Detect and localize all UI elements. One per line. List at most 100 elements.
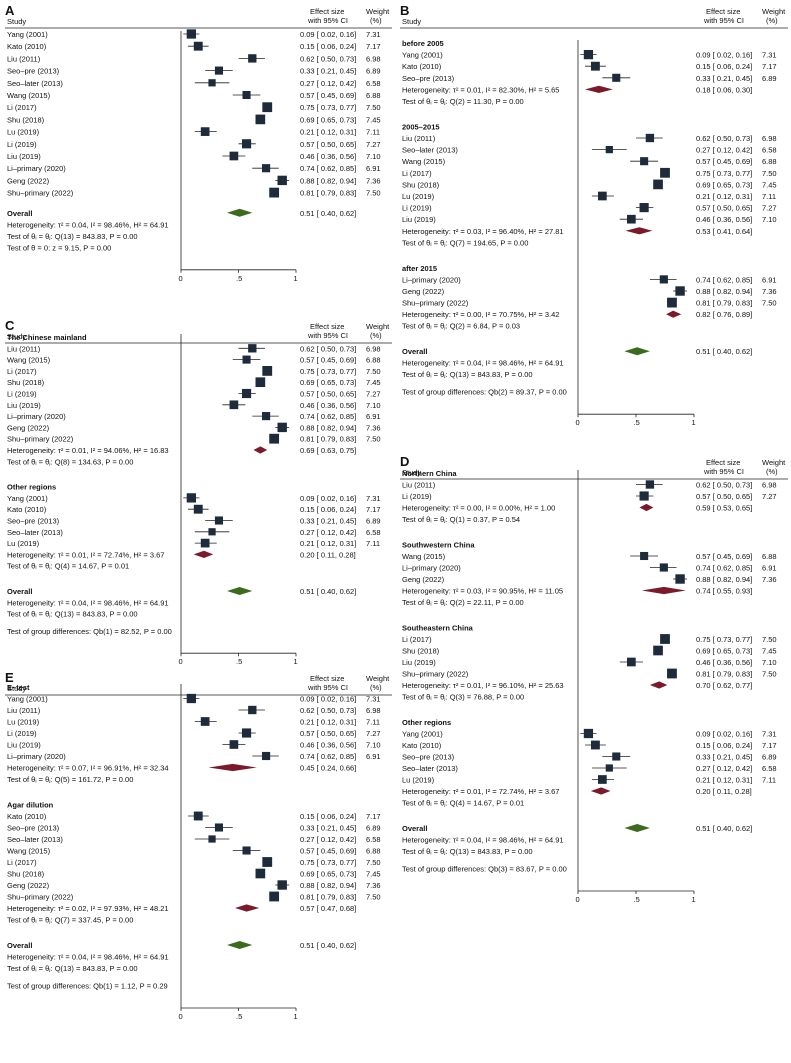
subgroup-ci: 0.45 [ 0.24, 0.66] [300,764,356,773]
study-ci: 0.75 [ 0.73, 0.77] [696,635,752,644]
effect-square [255,868,266,879]
effect-square [208,528,216,536]
effect-square [248,705,257,715]
study-label: Seo–later (2013) [7,79,63,88]
effect-square [653,645,663,656]
effect-square [653,179,663,190]
study-weight: 6.98 [366,54,381,63]
effect-square [590,61,600,71]
x-axis-tick-label: .5 [634,895,640,904]
study-label: Liu (2019) [7,741,41,750]
subgroup-diamond [584,85,613,93]
overall-stat: Test of θᵢ = θⱼ: Q(13) = 843.83, P = 0.0… [402,847,533,856]
study-label: Kato (2010) [402,741,442,750]
effect-square [277,422,287,433]
subgroup-ci: 0.70 [ 0.62, 0.77] [696,681,752,690]
effect-square [262,164,271,173]
effect-square [269,433,280,444]
group-difference-test: Test of group differences: Qb(1) = 82.52… [7,627,172,636]
subgroup-heading: 2005–2015 [402,122,440,131]
study-label: Seo–later (2013) [402,146,458,155]
x-axis-tick-label: 0 [179,657,183,666]
study-weight: 7.17 [366,505,381,514]
study-weight: 7.45 [366,378,381,387]
study-label: Shu (2018) [7,378,45,387]
header-weight-unit: (%) [370,683,382,692]
study-label: Liu (2011) [7,344,41,353]
effect-square [242,355,251,364]
study-weight: 7.50 [366,893,381,902]
study-label: Shu–primary (2022) [7,435,74,444]
subgroup-test: Test of θᵢ = θⱼ: Q(7) = 337.45, P = 0.00 [7,916,133,925]
study-ci: 0.27 [ 0.12, 0.42] [300,79,356,88]
study-weight: 7.10 [366,741,381,750]
study-weight: 7.36 [366,881,381,890]
study-ci: 0.27 [ 0.12, 0.42] [300,528,356,537]
study-ci: 0.33 [ 0.21, 0.45] [300,67,356,76]
study-weight: 7.27 [366,729,381,738]
study-label: Li–primary (2020) [7,752,66,761]
header-effect: Effect size [310,674,344,683]
overall-label: Overall [7,587,32,596]
study-label: Shu–primary (2022) [402,670,469,679]
study-ci: 0.21 [ 0.12, 0.31] [696,192,752,201]
header-study: Study [402,468,421,477]
study-label: Liu (2019) [402,215,436,224]
study-weight: 7.45 [762,180,777,189]
header-effect: Effect size [706,7,740,16]
study-weight: 7.27 [762,204,777,213]
study-weight: 7.31 [762,51,777,60]
study-weight: 7.27 [366,140,381,149]
study-ci: 0.57 [ 0.45, 0.69] [300,91,356,100]
study-label: Liu (2011) [7,706,41,715]
effect-square [193,41,203,51]
study-ci: 0.81 [ 0.79, 0.83] [300,435,356,444]
study-weight: 7.10 [762,215,777,224]
effect-square [639,203,649,213]
subgroup-heterogeneity: Heterogeneity: τ² = 0.01, I² = 72.74%, H… [7,550,164,559]
study-label: Li (2017) [402,169,432,178]
study-label: Wang (2015) [402,552,446,561]
effect-square [193,504,203,514]
study-ci: 0.62 [ 0.50, 0.73] [300,344,356,353]
effect-square [229,740,239,749]
study-label: Liu (2019) [402,658,436,667]
study-weight: 7.10 [366,152,381,161]
effect-square [605,145,613,154]
subgroup-heterogeneity: Heterogeneity: τ² = 0.01, I² = 72.74%, H… [402,787,559,796]
subgroup-diamond [590,787,611,795]
effect-square [612,752,621,761]
study-ci: 0.88 [ 0.82, 0.94] [300,176,356,185]
effect-square [660,167,670,178]
study-ci: 0.57 [ 0.50, 0.65] [696,204,752,213]
x-axis-tick-label: 1 [692,418,696,427]
effect-square [193,811,203,821]
study-ci: 0.09 [ 0.02, 0.16] [300,494,356,503]
study-ci: 0.69 [ 0.65, 0.73] [696,647,752,656]
study-ci: 0.46 [ 0.36, 0.56] [696,215,752,224]
subgroup-ci: 0.20 [ 0.11, 0.28] [300,550,356,559]
overall-diamond [624,347,650,356]
header-effect: Effect size [310,322,344,331]
study-ci: 0.09 [ 0.02, 0.16] [300,30,356,39]
study-label: Seo–later (2013) [7,528,63,537]
study-label: Seo–later (2013) [7,835,63,844]
study-label: Li–primary (2020) [7,164,66,173]
subgroup-heading: Other regions [402,718,451,727]
study-label: Li–primary (2020) [402,564,461,573]
overall-ci: 0.51 [ 0.40, 0.62] [696,824,752,833]
subgroup-heterogeneity: Heterogeneity: τ² = 0.01, I² = 82.30%, H… [402,85,559,94]
effect-square [248,344,257,353]
study-weight: 6.89 [762,74,777,83]
study-ci: 0.88 [ 0.82, 0.94] [300,881,356,890]
study-label: Lu (2019) [402,776,435,785]
overall-label: Overall [402,824,427,833]
study-weight: 7.17 [366,812,381,821]
subgroup-test: Test of θᵢ = θⱼ: Q(8) = 134.63, P = 0.00 [7,457,133,466]
study-label: Liu (2011) [402,134,436,143]
study-ci: 0.88 [ 0.82, 0.94] [696,575,752,584]
study-label: Shu (2018) [402,647,440,656]
study-weight: 7.17 [762,741,777,750]
header-effect-ci: with 95% CI [703,467,744,476]
effect-square [241,388,252,399]
